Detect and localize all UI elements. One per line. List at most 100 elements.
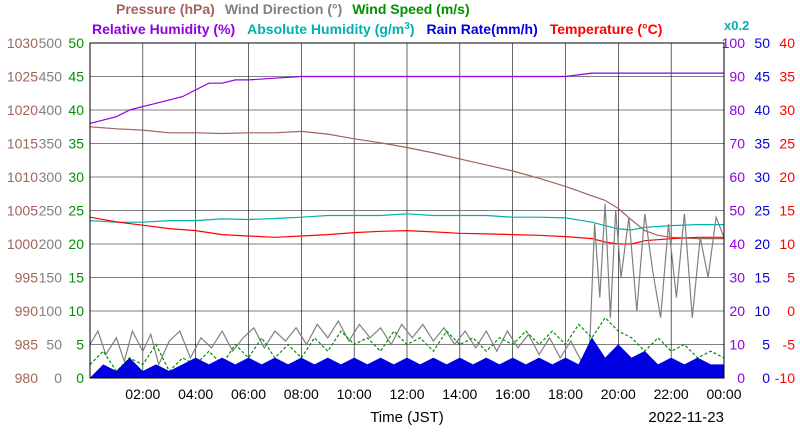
tick-temperature: 0 — [787, 303, 795, 319]
tick-rain: 0 — [762, 370, 770, 386]
x-tick-label: 00:00 — [706, 386, 741, 402]
tick-wind_speed: 45 — [68, 69, 84, 85]
tick-humidity: 90 — [729, 69, 745, 85]
tick-temperature: 20 — [779, 169, 795, 185]
series-layer — [89, 72, 725, 379]
x-axis: 02:00 04:00 06:00 08:00 10:00 12:00 14:00 16:00… — [125, 386, 741, 426]
tick-humidity: 80 — [729, 102, 745, 118]
tick-rain: 40 — [754, 102, 770, 118]
chart-legend: Pressure (hPa) Wind Direction (°) Wind Spe… — [92, 1, 749, 37]
tick-wind_speed: 50 — [68, 35, 84, 51]
scale-note: x0.2 — [724, 18, 749, 33]
tick-wind_speed: 5 — [76, 337, 84, 353]
x-tick-label: 06:00 — [231, 386, 266, 402]
tick-wind_direction: 450 — [39, 69, 63, 85]
tick-wind_speed: 25 — [68, 203, 84, 219]
grid-lines — [90, 43, 725, 378]
x-tick-label: 14:00 — [442, 386, 477, 402]
tick-wind_speed: 15 — [68, 270, 84, 286]
tick-temperature: 40 — [779, 35, 795, 51]
series-wind-direction- — [89, 203, 725, 367]
tick-pressure: 1030 — [7, 35, 38, 51]
tick-wind_direction: 400 — [39, 102, 63, 118]
tick-temperature: 35 — [779, 69, 795, 85]
x-tick-label: 18:00 — [548, 386, 583, 402]
tick-rain: 20 — [754, 236, 770, 252]
legend-item-r2-0: Relative Humidity (%) — [92, 21, 235, 37]
tick-pressure: 985 — [15, 337, 39, 353]
tick-wind_direction: 500 — [39, 35, 63, 51]
tick-pressure: 980 — [15, 370, 39, 386]
x-tick-label: 22:00 — [654, 386, 689, 402]
legend-item-r2-2: Rain Rate(mm/h) — [427, 21, 538, 37]
tick-humidity: 10 — [729, 337, 745, 353]
tick-wind_direction: 350 — [39, 136, 63, 152]
tick-pressure: 1020 — [7, 102, 38, 118]
tick-humidity: 100 — [722, 35, 746, 51]
series-relative-humidity- — [89, 72, 724, 124]
x-tick-label: 20:00 — [601, 386, 636, 402]
legend-item-r2-3: Temperature (°C) — [550, 21, 663, 37]
tick-rain: 10 — [754, 303, 770, 319]
tick-humidity: 50 — [729, 203, 745, 219]
tick-temperature: 25 — [779, 136, 795, 152]
tick-wind_speed: 0 — [76, 370, 84, 386]
legend-item-r2-1: Absolute Humidity (g/m3) — [247, 21, 414, 38]
tick-rain: 25 — [754, 203, 770, 219]
tick-humidity: 40 — [729, 236, 745, 252]
legend-item-0: Pressure (hPa) — [116, 1, 215, 17]
tick-temperature: 5 — [787, 270, 795, 286]
tick-wind_direction: 150 — [39, 270, 63, 286]
tick-rain: 35 — [754, 136, 770, 152]
series-temperature-c- — [89, 216, 724, 245]
tick-pressure: 1000 — [7, 236, 38, 252]
tick-pressure: 995 — [15, 270, 39, 286]
tick-wind_direction: 50 — [46, 337, 62, 353]
tick-pressure: 1025 — [7, 69, 38, 85]
x-tick-label: 04:00 — [178, 386, 213, 402]
tick-pressure: 990 — [15, 303, 39, 319]
legend-item-2: Wind Speed (m/s) — [352, 1, 469, 17]
tick-wind_speed: 20 — [68, 236, 84, 252]
series-pressure-hpa- — [89, 126, 724, 240]
series-wind-speed-m-s- — [89, 316, 725, 373]
plot-frame — [89, 42, 725, 379]
tick-wind_speed: 10 — [68, 303, 84, 319]
tick-wind_speed: 30 — [68, 169, 84, 185]
tick-pressure: 1010 — [7, 169, 38, 185]
right-axes: 1009080706050403020100504540353025201510… — [722, 35, 796, 386]
tick-rain: 15 — [754, 270, 770, 286]
tick-humidity: 30 — [729, 270, 745, 286]
tick-temperature: -5 — [783, 337, 796, 353]
date-label: 2022-11-23 — [648, 409, 724, 426]
tick-wind_direction: 200 — [39, 236, 63, 252]
tick-pressure: 1005 — [7, 203, 38, 219]
tick-pressure: 1015 — [7, 136, 38, 152]
tick-temperature: -10 — [775, 370, 795, 386]
tick-rain: 50 — [754, 35, 770, 51]
tick-wind_direction: 250 — [39, 203, 63, 219]
tick-temperature: 15 — [779, 203, 795, 219]
tick-humidity: 20 — [729, 303, 745, 319]
legend-item-1: Wind Direction (°) — [225, 1, 342, 17]
series-rain-rate — [89, 337, 725, 379]
x-tick-label: 10:00 — [337, 386, 372, 402]
x-tick-label: 16:00 — [495, 386, 530, 402]
tick-temperature: 30 — [779, 102, 795, 118]
tick-humidity: 70 — [729, 136, 745, 152]
tick-humidity: 60 — [729, 169, 745, 185]
tick-rain: 5 — [762, 337, 770, 353]
tick-wind_speed: 40 — [68, 102, 84, 118]
tick-rain: 30 — [754, 169, 770, 185]
tick-wind_direction: 100 — [39, 303, 63, 319]
tick-rain: 45 — [754, 69, 770, 85]
x-axis-label: Time (JST) — [370, 409, 444, 426]
tick-wind_speed: 35 — [68, 136, 84, 152]
x-tick-label: 08:00 — [284, 386, 319, 402]
tick-wind_direction: 300 — [39, 169, 63, 185]
x-tick-label: 02:00 — [125, 386, 160, 402]
tick-temperature: 10 — [779, 236, 795, 252]
x-tick-label: 12:00 — [389, 386, 424, 402]
tick-humidity: 0 — [737, 370, 745, 386]
